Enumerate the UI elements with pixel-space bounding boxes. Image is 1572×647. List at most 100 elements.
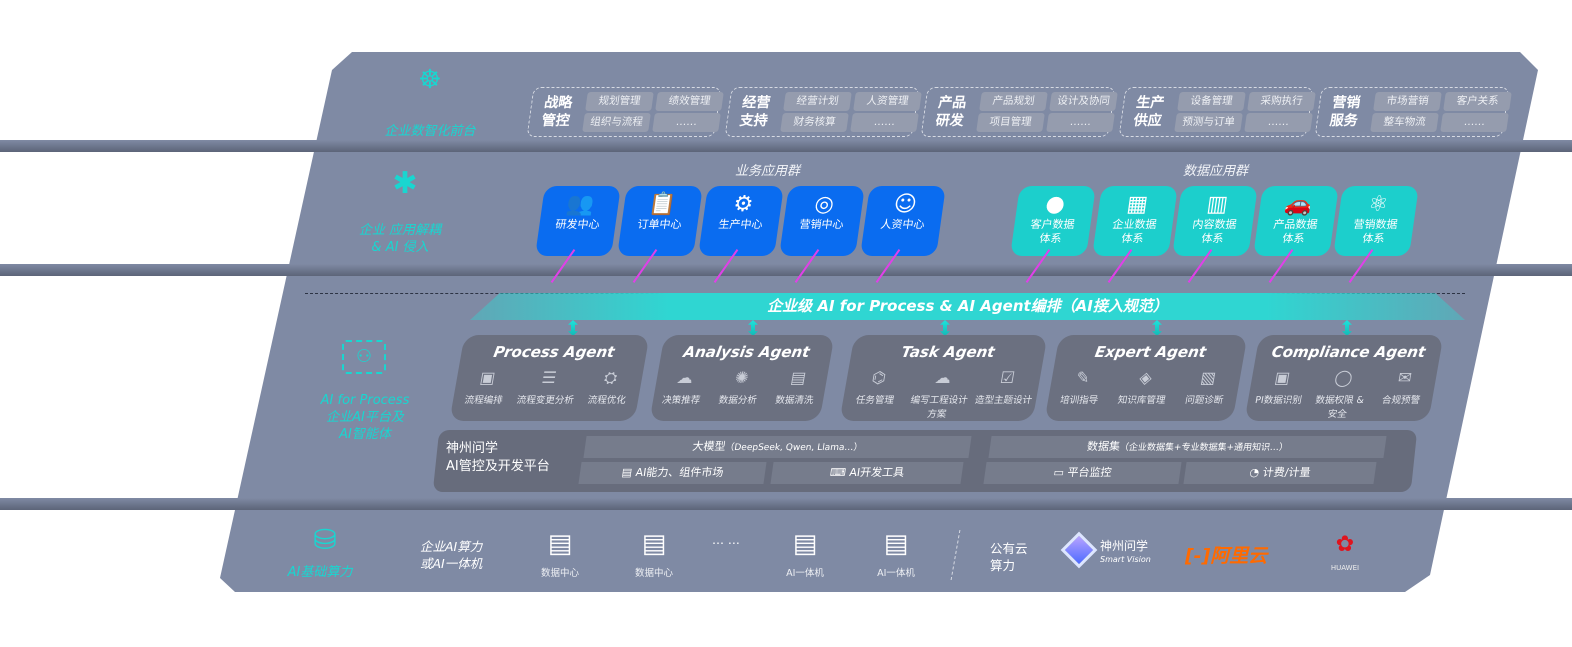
group-chip[interactable]: 采购执行 <box>1247 92 1316 111</box>
group-chip[interactable]: …… <box>1244 113 1313 132</box>
public-label-2: 算力 <box>990 558 1016 573</box>
app-label: 营销中心 <box>798 218 845 231</box>
layer-divider <box>0 140 1572 152</box>
app-label: 研发中心 <box>554 218 601 231</box>
database-icon: ⛁ <box>313 523 337 556</box>
user-icon: ● <box>1043 192 1067 217</box>
group-chip[interactable]: 产品规划 <box>979 92 1048 111</box>
dataset-note: （企业数据集+专业数据集+通用知识…） <box>1119 443 1289 453</box>
group-chip[interactable]: 预测与订单 <box>1174 113 1243 132</box>
group-chip[interactable]: …… <box>1440 113 1509 132</box>
books-icon: ▥ <box>1205 192 1230 217</box>
tool-label: AI开发工具 <box>848 466 906 479</box>
app-label: 体系 <box>1120 232 1145 245</box>
group-chip[interactable]: 人资管理 <box>853 92 922 111</box>
agent-capability-icon: ▣ <box>1273 368 1292 387</box>
app-label: 内容数据 <box>1191 218 1238 231</box>
llm-label: 大模型 <box>691 440 727 453</box>
layer-divider <box>0 498 1572 510</box>
business-app[interactable]: ◎ 营销中心 <box>779 186 865 256</box>
huawei-logo-icon: ✿ <box>1335 532 1355 557</box>
data-app[interactable]: ● 客户数据 体系 <box>1010 186 1096 256</box>
server-label: 数据中心 <box>540 568 579 579</box>
agent-name: Analysis Agent <box>682 343 812 361</box>
data-app[interactable]: 🚗 产品数据 体系 <box>1253 186 1339 256</box>
agent-capability: 流程优化 <box>586 395 627 406</box>
group-chip[interactable]: 经营计划 <box>783 92 852 111</box>
front-group: 战略管控 规划管理 绩效管理 组织与流程…… <box>526 87 724 137</box>
group-chip[interactable]: 整车物流 <box>1370 113 1439 132</box>
huawei-name: HUAWEI <box>1330 564 1360 572</box>
agent-capability-icon: ☰ <box>540 368 559 387</box>
tool-label: 计费/计量 <box>1261 466 1312 479</box>
server-label: 数据中心 <box>634 568 673 579</box>
agent-card[interactable]: Expert Agent ✎ 培训指导 ◈ 知识库管理 ▧ 问题诊断 <box>1044 335 1248 421</box>
data-app[interactable]: ▦ 企业数据 体系 <box>1092 186 1178 256</box>
agent-card[interactable]: Process Agent ▣ 流程编排 ☰ 流程变更分析 ⛭ 流程优化 <box>449 335 650 421</box>
server-icon: ▤ <box>883 529 909 559</box>
connector-arrow <box>1342 320 1352 336</box>
front-group: 产品研发 产品规划 设计及协同 项目管理…… <box>920 87 1118 137</box>
business-app[interactable]: ☺ 人资中心 <box>860 186 946 256</box>
agent-capability: 数据权限 & 安全 <box>1314 395 1365 420</box>
group-chip[interactable]: …… <box>850 113 919 132</box>
agent-name: Compliance Agent <box>1270 343 1427 361</box>
tool-label: 平台监控 <box>1066 466 1113 479</box>
group-chip[interactable]: 设计及协同 <box>1049 92 1118 111</box>
factory-icon: ⚙ <box>731 192 755 217</box>
brain-icon: ☸ <box>418 65 442 95</box>
platform-title-2: AI管控及开发平台 <box>446 459 550 474</box>
agent-card[interactable]: Compliance Agent ▣ PI数据识别 ◯ 数据权限 & 安全 ✉ 合规预警 <box>1244 335 1444 421</box>
dataset-label: 数据集 <box>1086 440 1121 453</box>
group-chip[interactable]: 财务核算 <box>780 113 849 132</box>
business-app[interactable]: 📋 订单中心 <box>617 186 703 256</box>
agent-name: Expert Agent <box>1093 343 1208 361</box>
agent-name: Task Agent <box>899 343 997 361</box>
group-chip[interactable]: …… <box>1046 113 1115 132</box>
connector-arrow <box>748 320 758 336</box>
app-label: 企业数据 <box>1111 218 1158 231</box>
group-chip[interactable]: 组织与流程 <box>582 113 651 132</box>
business-app[interactable]: 👥 研发中心 <box>535 186 621 256</box>
group-title: 营销服务 <box>1328 95 1362 129</box>
agent-capability-icon: ☑ <box>998 368 1017 387</box>
agent-card[interactable]: Analysis Agent ☁ 决策推荐 ✺ 数据分析 ▤ 数据清洗 <box>649 335 835 421</box>
group-chip[interactable]: 绩效管理 <box>655 92 724 111</box>
data-app[interactable]: ▥ 内容数据 体系 <box>1172 186 1258 256</box>
group-title: 经营支持 <box>738 95 772 129</box>
group-chip[interactable]: …… <box>652 113 721 132</box>
atom-icon: ⚛ <box>1366 192 1390 217</box>
business-app[interactable]: ⚙ 生产中心 <box>698 186 784 256</box>
platform-title-1: 神州问学 <box>446 441 499 456</box>
apps-label-1: 企业 应用解耦 <box>358 223 442 238</box>
dataset-bar: 数据集（企业数据集+专业数据集+通用知识…） <box>988 436 1387 458</box>
ai-label-2: 企业AI平台及 <box>326 410 404 425</box>
apps-label-2: & AI 侵入 <box>371 240 429 255</box>
group-chip[interactable]: 市场营销 <box>1373 92 1442 111</box>
agent-capability: 造型主题设计 <box>973 395 1033 406</box>
llm-bar: 大模型（DeepSeek, Qwen, Llama…） <box>583 436 972 458</box>
group-chip[interactable]: 项目管理 <box>976 113 1045 132</box>
shenzhou-name: 神州问学 <box>1100 539 1149 553</box>
data-apps-label: 数据应用群 <box>1183 164 1249 179</box>
connector-arrow <box>1152 320 1162 336</box>
private-label-2: 或AI一体机 <box>420 556 483 571</box>
tool-label: AI能力、组件市场 <box>634 466 725 479</box>
connector-arrow <box>568 320 578 336</box>
app-label: 客户数据 <box>1029 218 1076 231</box>
group-chip[interactable]: 设备管理 <box>1177 92 1246 111</box>
agent-capability: 决策推荐 <box>661 395 702 406</box>
tool-monitor: ▭ 平台监控 <box>983 462 1182 484</box>
group-chip[interactable]: 客户关系 <box>1443 92 1512 111</box>
agent-card[interactable]: Task Agent ⌬ 任务管理 ☁ 编写工程设计方案 ☑ 造型主题设计 <box>839 335 1048 421</box>
apps-layer-label: 企业 应用解耦 & AI 侵入 <box>330 222 470 256</box>
front-group: 营销服务 市场营销 客户关系 整车物流…… <box>1314 87 1512 137</box>
team-icon: 👥 <box>564 192 596 217</box>
agent-capability: 流程编排 <box>463 395 504 406</box>
agent-capability-icon: ✉ <box>1396 368 1414 387</box>
group-chip[interactable]: 规划管理 <box>585 92 654 111</box>
agent-capability: 数据清洗 <box>774 395 815 406</box>
data-app[interactable]: ⚛ 营销数据 体系 <box>1333 186 1419 256</box>
app-label: 产品数据 <box>1272 218 1319 231</box>
platform-title: 神州问学 AI管控及开发平台 <box>446 440 576 476</box>
